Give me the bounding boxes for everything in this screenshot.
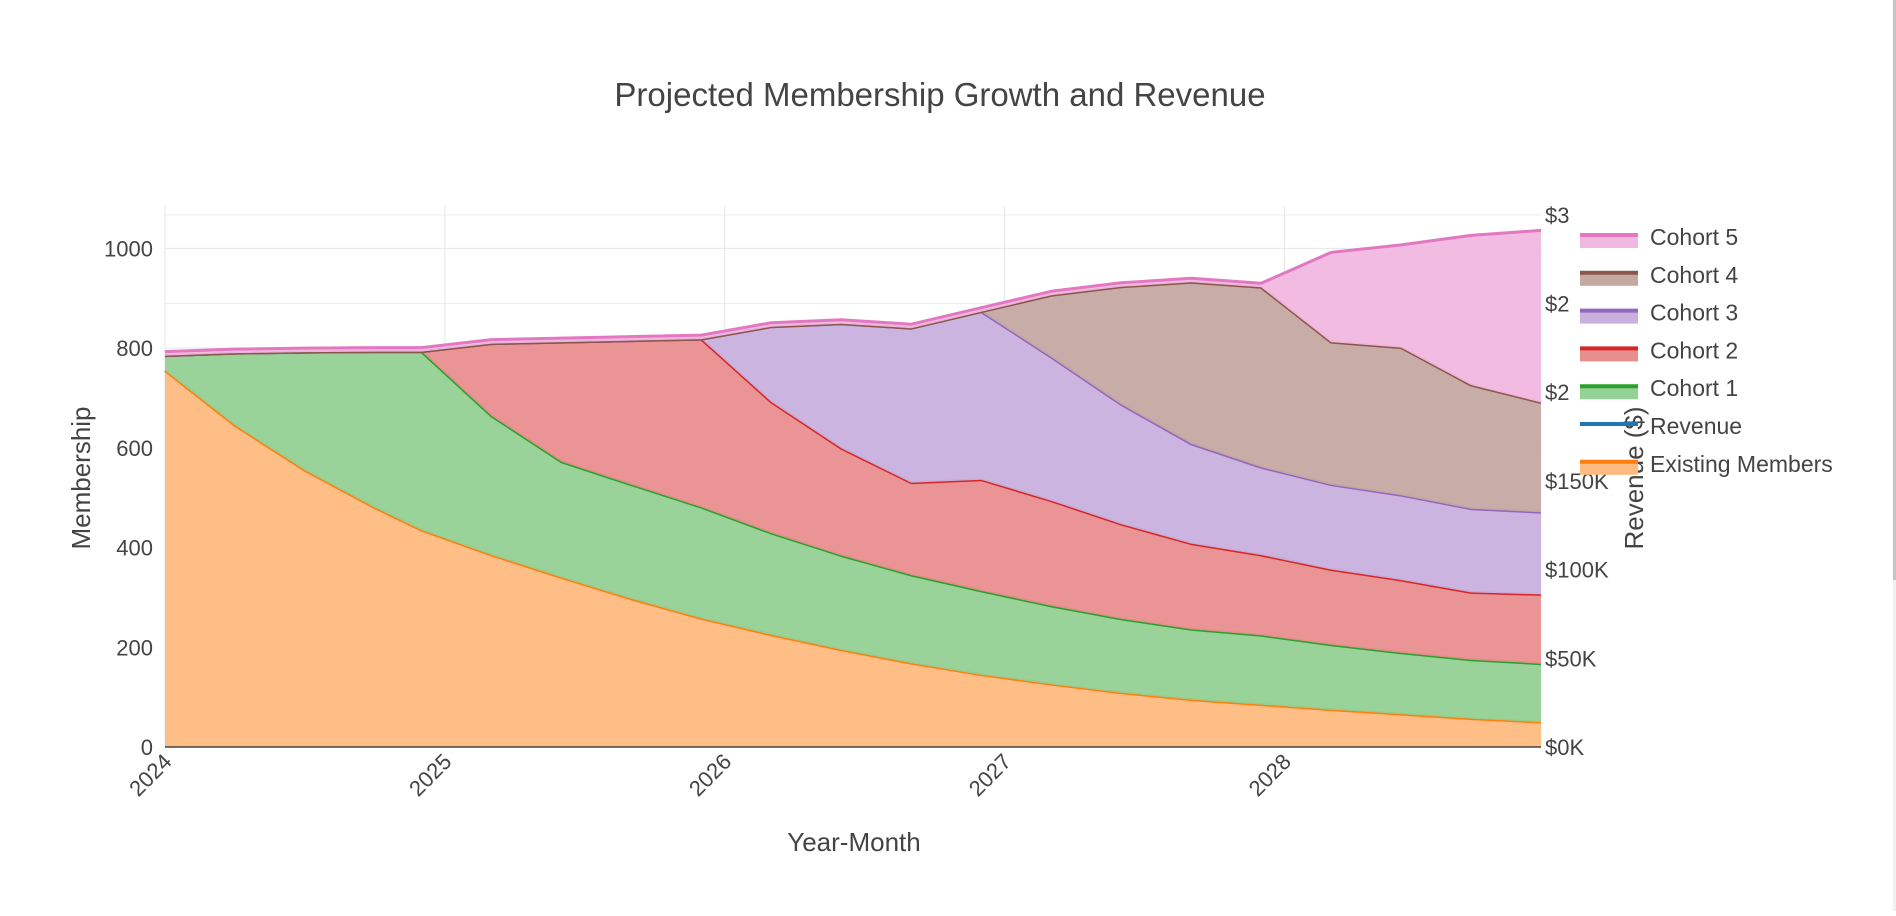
legend-swatch-fill-cohort-5	[1580, 235, 1638, 248]
legend-swatch-fill-existing-members	[1580, 461, 1638, 475]
y-axis-title: Membership	[66, 406, 96, 549]
legend-label-cohort-2: Cohort 2	[1650, 337, 1738, 363]
area-existing-members	[165, 370, 1541, 747]
legend-label-revenue: Revenue	[1650, 413, 1742, 439]
line-cohort-5	[164, 228, 1542, 354]
legend-label-cohort-1: Cohort 1	[1650, 375, 1738, 401]
y-tick-label: 1000	[104, 236, 153, 261]
y-tick-label: 0	[141, 735, 153, 760]
y-tick-label: 400	[116, 536, 153, 561]
y-tick-label: 600	[116, 436, 153, 461]
legend-swatch-fill-cohort-2	[1580, 348, 1638, 362]
y2-tick-label: $0K	[1545, 735, 1584, 760]
legend-label-cohort-3: Cohort 3	[1650, 300, 1738, 326]
scrollbar-thumb[interactable]	[1893, 0, 1896, 580]
scrollbar[interactable]	[1893, 0, 1896, 911]
area-layer	[164, 228, 1542, 747]
legend-label-cohort-4: Cohort 4	[1650, 262, 1738, 288]
legend-swatch-fill-cohort-1	[1580, 386, 1638, 400]
y2-tick-label: $50K	[1545, 646, 1597, 671]
legend-swatch-fill-cohort-3	[1580, 310, 1638, 324]
area-cohort-4	[165, 282, 1541, 513]
legend-label-existing-members: Existing Members	[1650, 451, 1833, 477]
legend-label-cohort-5: Cohort 5	[1650, 224, 1738, 250]
x-axis-title: Year-Month	[787, 827, 920, 857]
y2-tick-label: $3	[1545, 203, 1569, 228]
area-cohort-5	[165, 230, 1541, 403]
area-cohort-2	[165, 339, 1541, 664]
y2-tick-label: $2	[1545, 292, 1569, 317]
y-tick-label: 800	[116, 336, 153, 361]
chart-title: Projected Membership Growth and Revenue	[614, 76, 1265, 113]
y2-tick-label: $100K	[1545, 558, 1609, 583]
legend: Cohort 5 Cohort 4 Cohort 3 Cohort 2 Cohort 1…	[1580, 224, 1833, 477]
area-cohort-3	[165, 311, 1541, 595]
y2-tick-label: $2	[1545, 380, 1569, 405]
y-tick-label: 200	[116, 635, 153, 660]
legend-swatch-fill-cohort-4	[1580, 272, 1638, 286]
y2-axis-title: Revenue ($)	[1619, 406, 1649, 549]
area-cohort-1	[165, 351, 1541, 723]
